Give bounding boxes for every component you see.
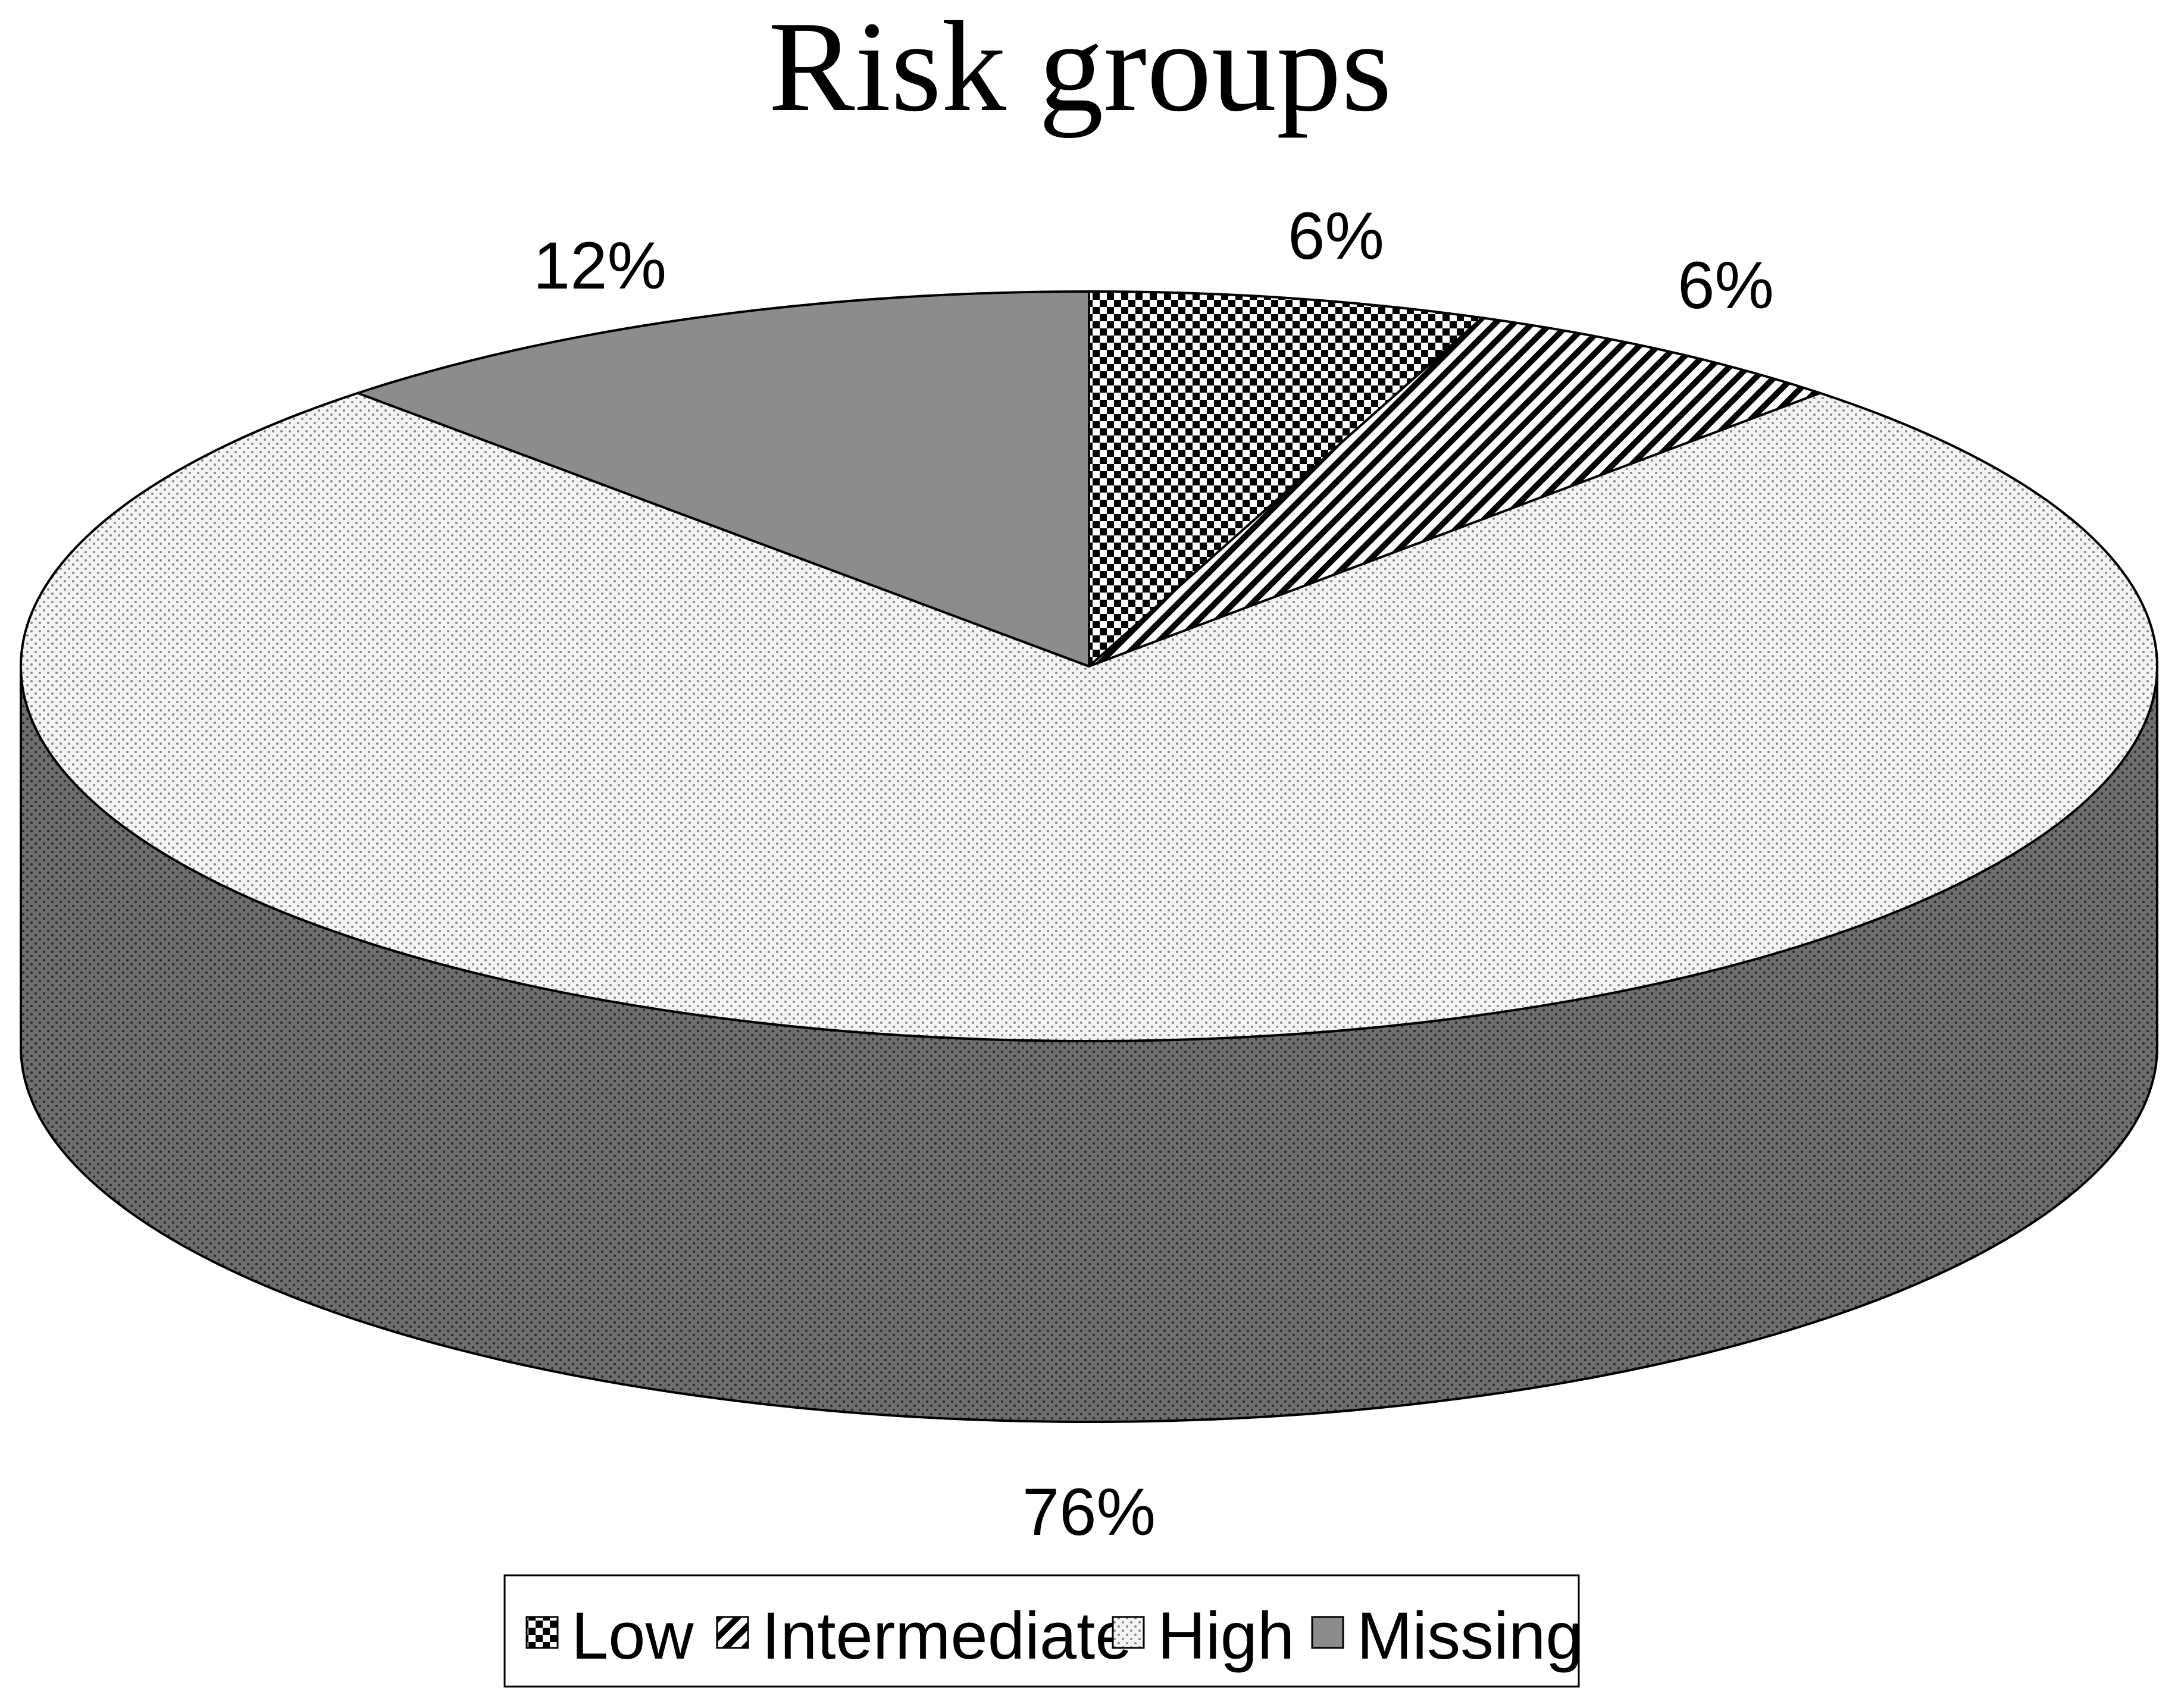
pie-slice-high bbox=[20, 391, 2158, 1043]
slice-label-low: 6% bbox=[1288, 199, 1384, 273]
legend-label-low: Low bbox=[571, 1599, 694, 1673]
legend-swatch-missing bbox=[1311, 1616, 1344, 1649]
pie-slice-missing bbox=[356, 290, 1090, 667]
legend-swatch-intermediate bbox=[716, 1616, 749, 1649]
slice-label-intermediate: 6% bbox=[1678, 248, 1774, 322]
pie-slice-intermediate bbox=[1088, 316, 1822, 667]
legend-label-intermediate: Intermediate bbox=[762, 1599, 1132, 1673]
legend-frame bbox=[503, 1574, 1580, 1688]
chart-legend: Low Intermediate High Missing bbox=[503, 1574, 1583, 1688]
legend-swatch-high bbox=[1112, 1616, 1145, 1649]
slice-label-missing: 12% bbox=[533, 228, 666, 303]
pie-slice-low bbox=[1088, 290, 1484, 667]
chart-title: Risk groups bbox=[768, 0, 1392, 139]
legend-label-missing: Missing bbox=[1357, 1599, 1583, 1673]
legend-label-high: High bbox=[1157, 1599, 1294, 1673]
pie-top-face bbox=[20, 290, 2158, 1043]
legend-swatch-low bbox=[525, 1616, 559, 1649]
slice-label-high: 76% bbox=[1022, 1475, 1156, 1549]
